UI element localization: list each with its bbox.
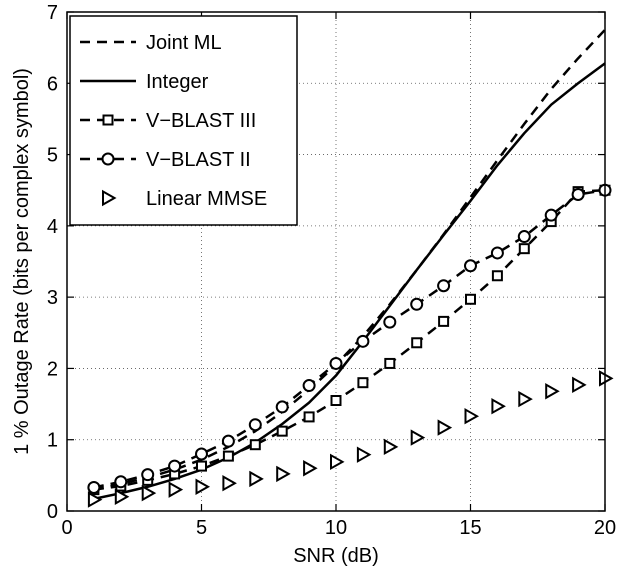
data-point-circle — [168, 459, 182, 473]
data-point-square — [276, 425, 288, 437]
data-point-circle — [517, 230, 531, 244]
data-point-triangle — [195, 478, 211, 495]
y-tick-label: 1 — [47, 430, 58, 452]
data-point-circle — [114, 475, 128, 489]
data-point-circle — [464, 259, 477, 273]
legend-entry: V−BLAST II — [80, 149, 251, 171]
legend-label: V−BLAST III — [146, 110, 256, 132]
data-point-circle — [141, 468, 155, 482]
data-point-circle — [87, 480, 101, 494]
legend-label: V−BLAST II — [146, 149, 251, 171]
data-point-circle — [195, 447, 208, 461]
data-point-circle — [248, 418, 262, 432]
legend: Joint ML Integer V−BLAST III V−BLAST II Line… — [69, 15, 298, 226]
data-point-circle — [490, 246, 504, 260]
y-tick-label: 4 — [47, 216, 58, 238]
data-point-circle — [329, 356, 343, 370]
y-tick-label: 5 — [47, 145, 58, 167]
y-axis-title: 1 % Outage Rate (bits per complex symbol… — [11, 68, 33, 455]
data-point-triangle — [330, 453, 345, 471]
legend-entry: Linear MMSE — [102, 188, 267, 210]
data-point-square — [102, 114, 114, 126]
data-point-triangle — [168, 481, 184, 498]
data-point-triangle — [303, 460, 318, 477]
x-tick-label: 20 — [594, 517, 616, 539]
y-tick-label: 7 — [47, 2, 58, 24]
y-tick-label: 3 — [47, 287, 58, 309]
series-layer — [87, 28, 614, 508]
data-point-triangle — [356, 446, 372, 463]
data-point-circle — [437, 279, 451, 293]
data-point-triangle — [249, 470, 264, 488]
x-tick-label: 5 — [196, 517, 207, 539]
series-4 — [87, 183, 612, 494]
data-point-circle — [302, 379, 316, 393]
data-point-triangle — [141, 484, 157, 502]
data-point-square — [518, 243, 530, 255]
data-point-square — [384, 357, 396, 369]
data-point-triangle — [383, 438, 399, 456]
data-point-triangle — [222, 474, 237, 492]
data-point-triangle — [114, 488, 130, 505]
data-point-square — [357, 377, 369, 389]
data-point-square — [303, 411, 315, 423]
data-point-triangle — [410, 429, 426, 446]
data-point-square — [196, 460, 207, 472]
data-point-circle — [544, 208, 558, 222]
legend-entry: Joint ML — [80, 32, 222, 54]
data-point-triangle — [87, 491, 103, 508]
data-point-square — [438, 315, 450, 327]
data-point-triangle — [572, 376, 587, 394]
data-point-square — [411, 337, 423, 349]
x-tick-label: 10 — [325, 517, 347, 539]
data-point-triangle — [102, 189, 117, 207]
y-tick-label: 0 — [47, 501, 58, 523]
legend-entry: Integer — [80, 71, 209, 93]
data-point-circle — [221, 434, 235, 448]
data-point-square — [249, 439, 261, 451]
data-point-triangle — [518, 390, 533, 408]
data-point-square — [491, 270, 503, 282]
axis-ticks: 0 5 10 15 20 0 1 2 3 4 5 6 7 — [47, 2, 616, 539]
data-point-circle — [275, 400, 289, 414]
x-tick-label: 15 — [459, 517, 481, 539]
y-tick-label: 2 — [47, 358, 58, 380]
data-point-circle — [101, 152, 115, 166]
data-point-circle — [356, 334, 370, 348]
data-point-triangle — [491, 397, 506, 415]
data-point-square — [330, 395, 342, 407]
data-point-triangle — [276, 465, 291, 483]
y-tick-label: 6 — [47, 73, 58, 95]
x-axis-title: SNR (dB) — [293, 545, 379, 567]
x-tick-label: 0 — [61, 517, 72, 539]
data-point-triangle — [464, 407, 480, 425]
data-point-triangle — [437, 419, 453, 436]
data-point-circle — [571, 187, 585, 201]
data-point-square — [222, 450, 234, 462]
legend-label: Integer — [146, 71, 209, 93]
legend-label: Linear MMSE — [146, 188, 267, 210]
data-point-square — [465, 293, 476, 305]
data-point-circle — [383, 315, 397, 329]
data-point-circle — [410, 297, 424, 311]
legend-entry: V−BLAST III — [80, 110, 256, 132]
data-point-triangle — [545, 383, 560, 400]
legend-label: Joint ML — [146, 32, 222, 54]
